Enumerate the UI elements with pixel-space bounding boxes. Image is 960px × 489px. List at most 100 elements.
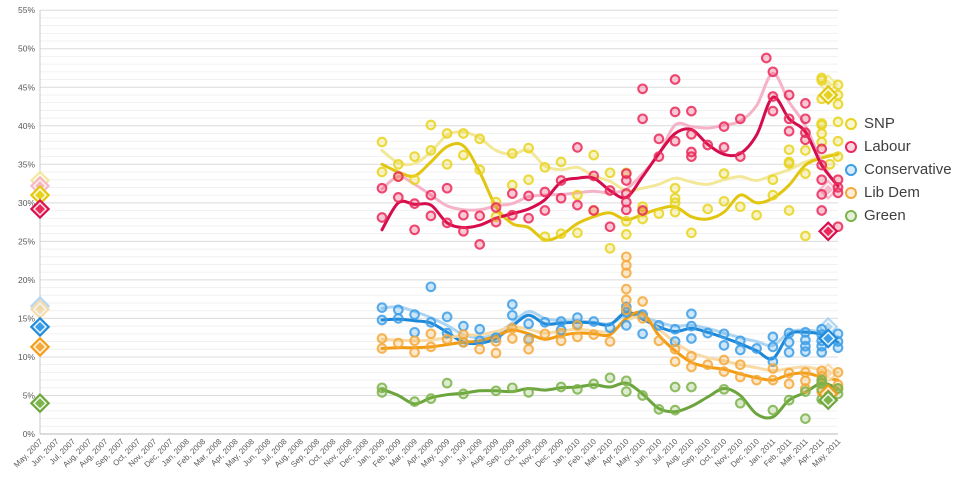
lib-dem-poll-point bbox=[767, 363, 779, 374]
labour-poll-point bbox=[425, 189, 437, 201]
labour-poll-point bbox=[637, 83, 648, 95]
conservative-poll-point bbox=[474, 323, 486, 335]
green-poll-point bbox=[572, 383, 583, 395]
labour-poll-point bbox=[555, 192, 567, 204]
lib-dem-poll-point bbox=[490, 347, 502, 359]
conservative-poll-point bbox=[751, 343, 762, 354]
conservative-poll-point bbox=[686, 333, 697, 344]
snp-constituency-result-diamond bbox=[818, 74, 839, 95]
labour-poll-point bbox=[441, 182, 453, 194]
green-legend-marker-icon bbox=[845, 209, 857, 222]
lib-dem-poll-point bbox=[376, 343, 388, 354]
snp-poll-point bbox=[637, 213, 648, 225]
y-tick-label: 15% bbox=[18, 313, 35, 323]
green-poll-point bbox=[458, 388, 469, 400]
lib-dem-poll-point bbox=[425, 341, 437, 353]
labour-poll-point bbox=[669, 74, 681, 85]
labour-poll-point bbox=[686, 105, 697, 117]
labour-poll-point bbox=[669, 135, 681, 147]
labour-poll-point bbox=[783, 113, 795, 125]
snp-poll-point bbox=[376, 136, 388, 148]
legend-item-green: Green bbox=[845, 204, 952, 227]
conservative-poll-point bbox=[767, 331, 779, 343]
conservative-poll-point bbox=[409, 326, 420, 338]
labour-poll-point bbox=[669, 106, 681, 118]
lib-dem-poll-point bbox=[620, 267, 632, 279]
snp-poll-point bbox=[783, 158, 795, 169]
green-poll-point bbox=[637, 390, 648, 401]
conservative-poll-point bbox=[425, 316, 437, 328]
snp-poll-point bbox=[458, 128, 469, 139]
labour-poll-point bbox=[506, 188, 518, 199]
labour-poll-point bbox=[816, 189, 828, 200]
labour-poll-point bbox=[604, 185, 616, 196]
snp-poll-point bbox=[506, 148, 518, 159]
labour-trend-line bbox=[380, 95, 840, 232]
snp-poll-point bbox=[767, 189, 779, 201]
labour-poll-point bbox=[539, 186, 551, 198]
legend-item-libdem: Lib Dem bbox=[845, 181, 952, 204]
lib-dem-poll-point bbox=[832, 367, 844, 378]
green-poll-point bbox=[441, 377, 453, 389]
lib-dem-poll-point bbox=[441, 333, 453, 345]
lib-dem-poll-point bbox=[588, 329, 600, 340]
snp-poll-point bbox=[425, 145, 437, 156]
green-poll-point bbox=[767, 404, 779, 416]
labour-poll-point bbox=[734, 151, 746, 162]
labour-poll-point bbox=[702, 139, 714, 151]
lib-dem-poll-point bbox=[392, 337, 404, 349]
snp-poll-point bbox=[620, 229, 632, 240]
labour-list-result-diamond bbox=[818, 221, 839, 242]
snp-poll-point bbox=[767, 174, 779, 186]
green-poll-point bbox=[816, 374, 828, 386]
lib-dem-poll-point bbox=[637, 313, 648, 324]
labour-poll-point bbox=[816, 159, 828, 171]
y-tick-label: 50% bbox=[18, 44, 35, 54]
labour-list-result-diamond bbox=[29, 198, 51, 220]
snp-poll-point bbox=[555, 156, 567, 168]
lib-dem-poll-point bbox=[653, 335, 665, 347]
labour-poll-point bbox=[588, 170, 600, 182]
lib-dem-poll-point bbox=[539, 328, 551, 340]
lib-dem-constituency-result-diamond bbox=[29, 299, 51, 320]
lib-dem-list-result-diamond bbox=[29, 336, 51, 358]
conservative-poll-point bbox=[767, 341, 779, 353]
lib-dem-poll-point bbox=[751, 374, 762, 386]
green-poll-point bbox=[490, 385, 502, 397]
lib-dem-poll-point bbox=[718, 354, 730, 366]
green-poll-point bbox=[425, 393, 437, 404]
green-poll-point bbox=[800, 413, 811, 424]
labour-poll-point bbox=[409, 198, 420, 209]
snp-poll-point bbox=[441, 128, 453, 139]
chart-legend: SNP Labour Conservative Lib Dem Green bbox=[845, 112, 952, 227]
lib-dem-poll-point bbox=[669, 343, 681, 355]
snp-poll-point bbox=[409, 174, 420, 186]
conservative-poll-point bbox=[783, 336, 795, 348]
snp-poll-point bbox=[816, 119, 828, 131]
green-poll-point bbox=[376, 382, 388, 394]
snp-poll-point bbox=[441, 158, 453, 170]
snp-poll-point bbox=[800, 168, 811, 179]
snp-poll-point bbox=[734, 201, 746, 213]
lib-dem-poll-point bbox=[637, 296, 648, 307]
green-poll-point bbox=[800, 386, 811, 397]
labour-poll-point bbox=[490, 202, 502, 213]
labour-constituency-trend-line bbox=[380, 71, 840, 212]
snp-list-result-diamond bbox=[818, 84, 839, 106]
labour-poll-point bbox=[474, 210, 486, 222]
snp-poll-point bbox=[783, 205, 795, 216]
snp-poll-point bbox=[555, 228, 567, 240]
green-poll-point bbox=[523, 387, 534, 398]
labour-poll-points bbox=[376, 52, 844, 250]
lib-dem-poll-point bbox=[620, 294, 632, 306]
conservative-poll-point bbox=[376, 314, 388, 326]
lib-dem-poll-point bbox=[572, 320, 583, 331]
lib-dem-poll-points bbox=[376, 251, 844, 397]
conservative-list-result-diamond bbox=[29, 316, 51, 338]
labour-poll-point bbox=[783, 125, 795, 137]
election-result-diamonds-list bbox=[29, 84, 839, 414]
snp-poll-point bbox=[474, 164, 486, 176]
snp-poll-point bbox=[816, 128, 828, 139]
snp-poll-point bbox=[718, 195, 730, 207]
